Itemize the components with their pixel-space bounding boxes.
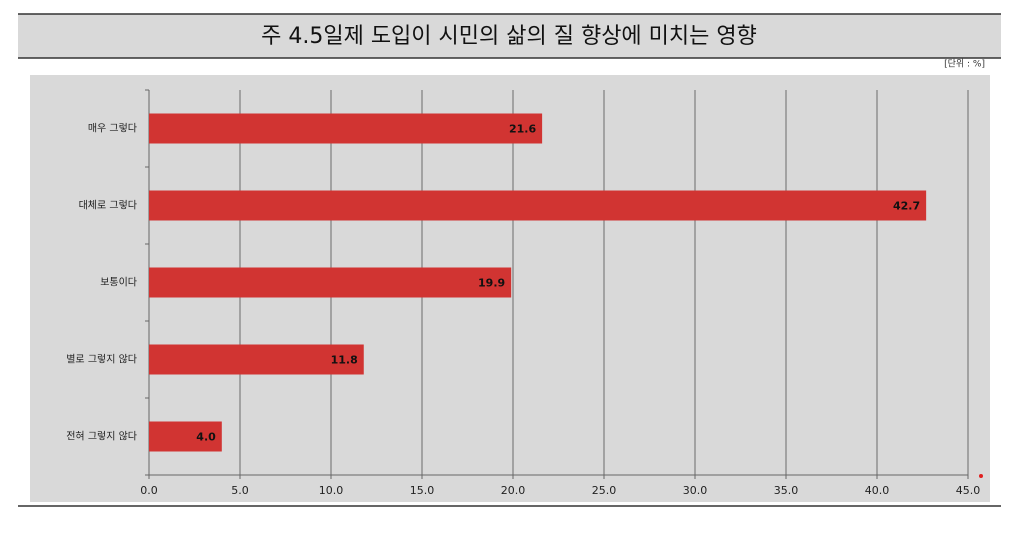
title-bar	[18, 14, 1001, 58]
unit-label: [단위 : %]	[944, 59, 985, 70]
y-tick-label: 보통이다	[100, 277, 137, 289]
x-tick-label: 5.0	[231, 484, 249, 497]
bar	[149, 421, 222, 452]
x-tick-label: 10.0	[319, 484, 344, 497]
chart-title: 주 4.5일제 도입이 시민의 삶의 질 향상에 미치는 영향	[261, 24, 757, 49]
value-label: 19.9	[478, 277, 505, 290]
x-tick-label: 25.0	[592, 484, 617, 497]
value-label: 11.8	[331, 354, 358, 367]
x-tick-label: 20.0	[501, 484, 526, 497]
y-tick-label: 별로 그렇지 않다	[66, 353, 137, 366]
x-tick-label: 45.0	[956, 484, 981, 497]
y-tick-label: 전혀 그렇지 않다	[66, 430, 137, 443]
bar	[149, 113, 543, 144]
x-tick-label: 35.0	[774, 484, 799, 497]
bar	[149, 267, 512, 298]
bar	[149, 344, 364, 375]
dot	[979, 474, 983, 478]
x-tick-label: 15.0	[410, 484, 435, 497]
bar	[149, 190, 927, 221]
y-tick-label: 매우 그렇다	[88, 122, 137, 135]
value-label: 4.0	[196, 431, 216, 444]
x-tick-label: 0.0	[140, 484, 158, 497]
y-tick-label: 대체로 그렇다	[79, 199, 137, 212]
x-tick-label: 30.0	[683, 484, 708, 497]
x-tick-label: 40.0	[865, 484, 890, 497]
value-label: 42.7	[893, 200, 920, 213]
value-label: 21.6	[509, 123, 536, 136]
